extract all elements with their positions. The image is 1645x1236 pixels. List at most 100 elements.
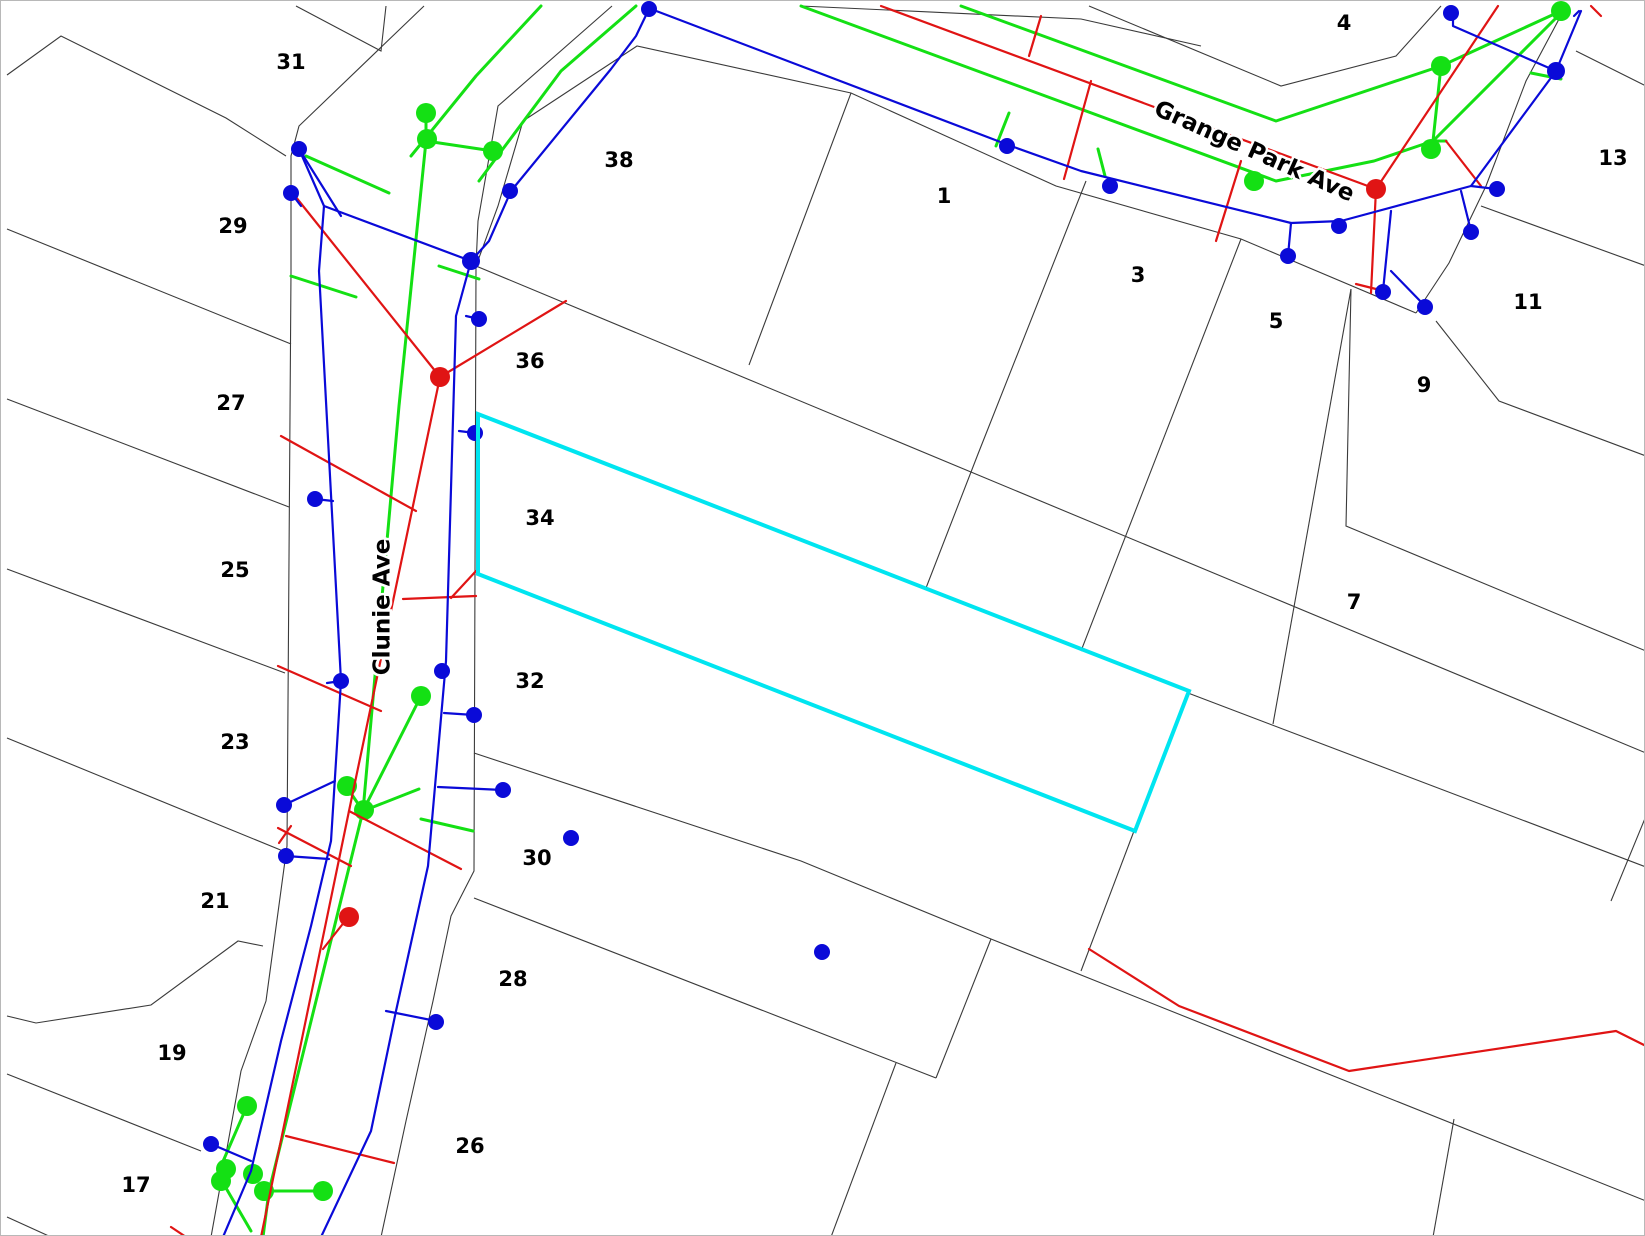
gas-node[interactable] bbox=[417, 129, 437, 149]
power-service bbox=[1214, 159, 1243, 243]
power-pole[interactable] bbox=[1366, 179, 1386, 199]
parcel-line bbox=[831, 1062, 897, 1235]
gas-main bbox=[799, 4, 1565, 183]
water-node[interactable] bbox=[1547, 62, 1565, 80]
power-service bbox=[276, 826, 353, 868]
water-node[interactable] bbox=[462, 252, 480, 270]
power-pole[interactable] bbox=[430, 367, 450, 387]
water-node[interactable] bbox=[1443, 5, 1459, 21]
parcel-line bbox=[6, 35, 287, 157]
water-node[interactable] bbox=[1331, 218, 1347, 234]
water-service bbox=[1572, 9, 1581, 18]
power-pole[interactable] bbox=[339, 907, 359, 927]
water-service bbox=[297, 147, 343, 218]
lot-label: 9 bbox=[1417, 373, 1432, 397]
water-service bbox=[384, 1009, 438, 1023]
water-node[interactable] bbox=[1489, 181, 1505, 197]
parcel-line bbox=[1080, 830, 1135, 972]
water-node[interactable] bbox=[276, 797, 292, 813]
lot-label: 34 bbox=[525, 506, 554, 530]
gas-node[interactable] bbox=[1551, 1, 1571, 21]
gas-node[interactable] bbox=[1244, 171, 1264, 191]
parcel-line bbox=[475, 265, 1644, 753]
lot-label: 17 bbox=[121, 1173, 150, 1197]
water-node[interactable] bbox=[1102, 178, 1118, 194]
water-node[interactable] bbox=[1417, 299, 1433, 315]
gas-node[interactable] bbox=[1421, 139, 1441, 159]
gas-service bbox=[1431, 64, 1443, 143]
gas-node[interactable] bbox=[237, 1096, 257, 1116]
water-node[interactable] bbox=[428, 1014, 444, 1030]
water-node[interactable] bbox=[495, 782, 511, 798]
lot-label: 7 bbox=[1347, 590, 1362, 614]
gas-node[interactable] bbox=[1431, 56, 1451, 76]
parcel-line bbox=[6, 737, 284, 852]
water-node[interactable] bbox=[466, 707, 482, 723]
gas-node[interactable] bbox=[313, 1181, 333, 1201]
parcel-line bbox=[1435, 320, 1644, 456]
water-node[interactable] bbox=[307, 491, 323, 507]
gas-service bbox=[424, 139, 495, 153]
gas-node[interactable] bbox=[411, 686, 431, 706]
water-main bbox=[649, 7, 1583, 225]
lot-label: 26 bbox=[455, 1134, 484, 1158]
selected-parcel-outline[interactable] bbox=[476, 411, 1192, 834]
power-service bbox=[1444, 139, 1483, 188]
water-main bbox=[322, 204, 473, 263]
water-node[interactable] bbox=[1463, 224, 1479, 240]
parcel-line bbox=[1432, 1118, 1455, 1235]
water-node[interactable] bbox=[283, 185, 299, 201]
lot-label: 19 bbox=[157, 1041, 186, 1065]
lot-label: 25 bbox=[220, 558, 249, 582]
water-main bbox=[222, 147, 343, 1235]
gas-node[interactable] bbox=[337, 776, 357, 796]
parcel-line bbox=[6, 940, 264, 1024]
street-label-clunie-ave: Clunie Ave bbox=[370, 539, 396, 676]
parcel-line bbox=[1345, 288, 1644, 651]
water-node[interactable] bbox=[502, 183, 518, 199]
water-node[interactable] bbox=[434, 663, 450, 679]
water-node[interactable] bbox=[1375, 284, 1391, 300]
lot-label: 31 bbox=[276, 50, 305, 74]
lot-labels: 31 29 27 25 23 21 19 17 38 36 34 32 30 2… bbox=[119, 9, 1629, 1199]
parcel-line bbox=[6, 1073, 202, 1152]
gas-node[interactable] bbox=[416, 103, 436, 123]
power-service bbox=[449, 569, 478, 600]
water-node[interactable] bbox=[278, 848, 294, 864]
road-edge bbox=[1088, 5, 1442, 87]
parcel-line bbox=[6, 1216, 48, 1235]
road-edge bbox=[210, 5, 425, 1235]
parcel-line bbox=[1610, 819, 1644, 902]
gas-node[interactable] bbox=[354, 800, 374, 820]
power-service bbox=[277, 824, 293, 845]
water-node[interactable] bbox=[641, 1, 657, 17]
water-main bbox=[320, 7, 651, 1235]
power-service bbox=[1027, 14, 1043, 58]
power-service bbox=[169, 1225, 185, 1235]
water-node[interactable] bbox=[203, 1136, 219, 1152]
water-node[interactable] bbox=[291, 141, 307, 157]
lot-label: 21 bbox=[200, 889, 229, 913]
parcel-line bbox=[473, 752, 1644, 1201]
water-node[interactable] bbox=[471, 311, 487, 327]
water-node[interactable] bbox=[1280, 248, 1296, 264]
water-node[interactable] bbox=[563, 830, 579, 846]
water-node[interactable] bbox=[467, 425, 483, 441]
parcel-line bbox=[6, 228, 292, 345]
gas-service bbox=[419, 817, 475, 833]
gas-node[interactable] bbox=[483, 141, 503, 161]
lot-label: 4 bbox=[1337, 11, 1352, 35]
water-service bbox=[1389, 269, 1427, 308]
power-service bbox=[289, 189, 442, 379]
power-main bbox=[879, 4, 1500, 191]
lot-label: 23 bbox=[220, 730, 249, 754]
lot-label: 28 bbox=[498, 967, 527, 991]
lot-label: 11 bbox=[1513, 290, 1542, 314]
water-node[interactable] bbox=[999, 138, 1015, 154]
gas-node[interactable] bbox=[211, 1171, 231, 1191]
water-node[interactable] bbox=[814, 944, 830, 960]
water-node[interactable] bbox=[333, 673, 349, 689]
parcel-line bbox=[1080, 238, 1242, 652]
